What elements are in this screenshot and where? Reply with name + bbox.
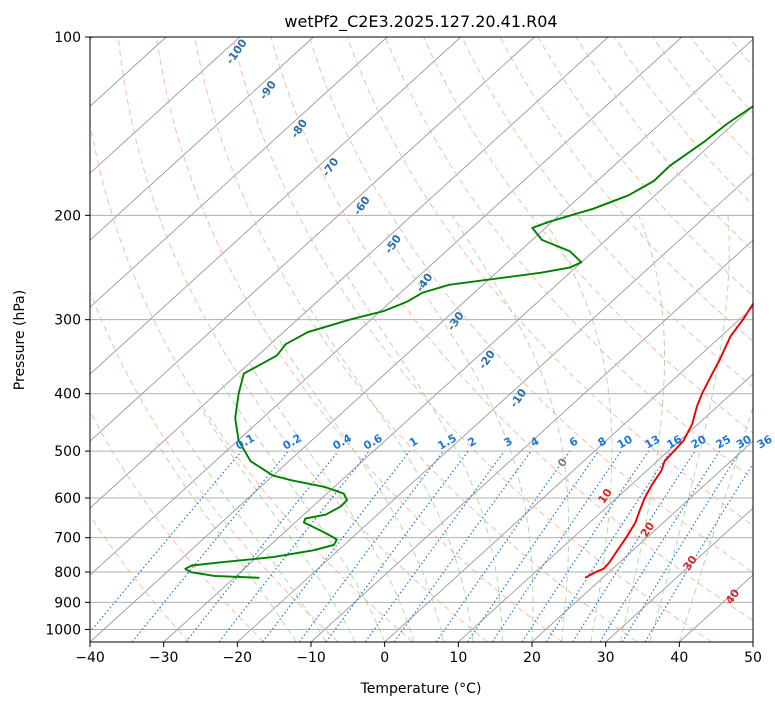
dry-adiabat-line <box>537 37 753 297</box>
moist-adiabat-line <box>199 405 356 642</box>
mixing-ratio-line <box>621 450 741 642</box>
profiles <box>184 105 753 579</box>
y-tick-label: 100 <box>54 30 81 46</box>
moist-adiabat-line <box>221 383 386 642</box>
x-tick-label: 50 <box>744 650 762 666</box>
moist-adiabat-line <box>344 272 503 642</box>
moist-adiabat-line <box>619 215 665 642</box>
dry-adiabat-line <box>652 37 753 161</box>
dewpoint-profile-line <box>184 105 753 579</box>
isotherm-line <box>236 172 753 642</box>
y-tick-label: 600 <box>54 491 81 507</box>
isotherm-line <box>310 239 753 642</box>
y-tick-label: 200 <box>54 208 81 224</box>
x-tick-label: 30 <box>597 650 615 666</box>
x-axis-ticks: −40 −30 −20 −10 0 10 20 30 40 50 <box>75 642 762 666</box>
moist-adiabat-line <box>276 336 445 642</box>
x-tick-label: 20 <box>523 650 541 666</box>
isotherm-line <box>163 105 753 642</box>
y-tick-label: 400 <box>54 387 81 403</box>
mixing-ratio-line <box>364 450 505 642</box>
x-tick-label: −10 <box>296 650 326 666</box>
y-tick-label: 900 <box>54 595 81 611</box>
moist-adiabat-line <box>541 215 613 642</box>
x-tick-label: 0 <box>380 650 389 666</box>
dry-adiabat-line <box>461 37 753 388</box>
mixing-ratio-line <box>572 450 696 642</box>
moist-adiabat-line <box>451 215 570 642</box>
isotherm-line <box>90 37 388 308</box>
y-axis-label: Pressure (hPa) <box>12 290 28 390</box>
isotherm-line <box>90 37 683 576</box>
dry-adiabat-line <box>90 410 264 642</box>
mixing-ratio-line <box>131 450 289 642</box>
y-tick-label: 300 <box>54 313 81 329</box>
x-tick-label: −20 <box>223 650 253 666</box>
mixing-ratio-line <box>393 450 532 642</box>
isotherm-line <box>384 306 753 642</box>
dry-adiabat-line <box>90 290 339 642</box>
mixing-ratio-line <box>298 450 444 642</box>
isotherm-line <box>90 37 314 241</box>
isotherm-line <box>531 440 753 642</box>
x-tick-label: 40 <box>670 650 688 666</box>
mixing-ratio-line <box>185 450 339 642</box>
temperature-profile-line <box>584 302 753 579</box>
dry-adiabat-line <box>117 37 488 642</box>
dry-adiabat-line <box>499 37 753 343</box>
x-tick-label: −40 <box>75 650 105 666</box>
isotherm-line <box>90 37 535 442</box>
y-axis-ticks: 100 200 300 400 500 600 700 800 900 1000 <box>45 30 90 638</box>
chart-title: wetPf2_C2E3.2025.127.20.41.R04 <box>284 12 557 32</box>
isotherm-line <box>90 38 753 642</box>
x-tick-label: 10 <box>449 650 467 666</box>
y-tick-label: 700 <box>54 531 81 547</box>
isotherm-line <box>90 37 462 375</box>
isotherm-line <box>90 37 609 509</box>
dry-adiabat-line <box>308 37 753 574</box>
moist-adiabat-line <box>178 426 327 642</box>
isotherm-line <box>457 373 753 642</box>
mixing-ratio-line <box>90 450 242 634</box>
x-axis-label: Temperature (°C) <box>360 681 482 697</box>
dry-adiabat-line <box>232 37 712 642</box>
dry-adiabat-line <box>575 37 753 252</box>
mixing-ratio-line <box>521 450 650 642</box>
mixing-ratio-line <box>325 450 469 642</box>
moist-adiabat-line <box>308 306 474 642</box>
isotherm-line <box>90 37 241 174</box>
isotherm-line <box>605 507 753 642</box>
moist-adiabat-line <box>248 362 415 642</box>
dry-adiabat-line <box>346 37 753 527</box>
mixing-ratio-line <box>467 450 599 642</box>
plot-frame <box>89 36 754 643</box>
moist-adiabat-line <box>386 233 534 642</box>
x-tick-label: −30 <box>149 650 179 666</box>
mixing-ratio-line <box>491 450 622 642</box>
mixing-ratio-line <box>435 450 571 642</box>
dry-adiabat-line <box>385 37 753 480</box>
dry-adiabat-line <box>156 37 563 642</box>
moist-adiabat-line <box>678 404 753 642</box>
y-tick-label: 500 <box>54 444 81 460</box>
dry-adiabat-line <box>194 37 638 642</box>
y-tick-label: 1000 <box>45 622 81 638</box>
y-tick-label: 800 <box>54 565 81 581</box>
mixing-ratio-line <box>545 450 672 642</box>
mixing-ratio-line <box>644 462 753 642</box>
dry-adiabat-line <box>90 119 414 642</box>
background-lines <box>90 37 753 642</box>
